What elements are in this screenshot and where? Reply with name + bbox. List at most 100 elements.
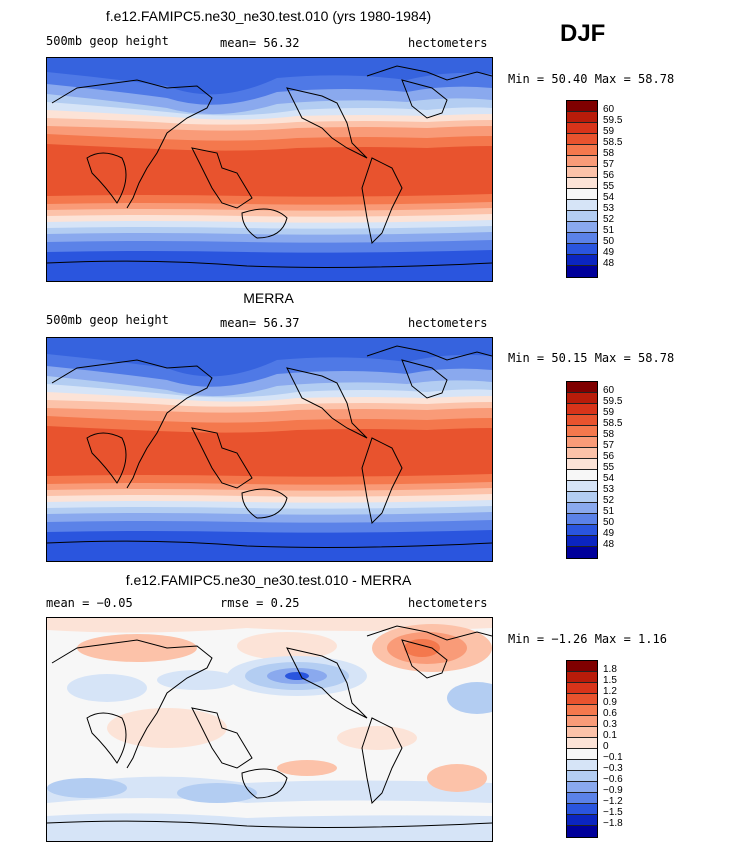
panel2-title: MERRA [243,290,294,306]
panel1-colorbar-swatch [567,222,597,233]
panel1-colorbar-swatch [567,211,597,222]
panel1-colorbar-swatch [567,233,597,244]
colorbar-tick-label: 50 [603,517,615,528]
colorbar-tick-label: 56 [603,170,615,181]
panel3-mean-label: mean = −0.05 [46,596,133,610]
colorbar-tick-label: −1.5 [603,807,623,818]
colorbar-tick-label: 55 [603,462,615,473]
colorbar-tick-label: 58.5 [603,418,623,429]
panel2-colorbar-swatch [567,547,597,558]
panel3-colorbar-swatch [567,694,597,705]
colorbar-tick-label: −0.9 [603,785,623,796]
colorbar-tick-label: 48 [603,539,615,550]
colorbar-tick-label: 1.8 [603,664,617,675]
panel2-colorbar-swatch [567,525,597,536]
colorbar-tick-label: 48 [603,258,615,269]
colorbar-tick-label: −1.8 [603,818,623,829]
colorbar-tick-label: 0.9 [603,697,617,708]
panel3-rmse-label: rmse = 0.25 [220,596,300,610]
panel3-colorbar-swatch [567,804,597,815]
panel1-title: f.e12.FAMIPC5.ne30_ne30.test.010 (yrs 19… [105,8,432,24]
panel3-colorbar-swatch [567,771,597,782]
panel3-map [46,617,493,842]
panel2-colorbar-swatch [567,536,597,547]
colorbar-tick-label: 0.1 [603,730,617,741]
colorbar-tick-label: −0.3 [603,763,623,774]
panel2-colorbar-swatch [567,448,597,459]
colorbar-tick-label: 58 [603,148,615,159]
panel2-colorbar-swatch [567,404,597,415]
panel3-colorbar-swatch [567,716,597,727]
colorbar-tick-label: 51 [603,506,615,517]
panel3-colorbar-swatch [567,672,597,683]
panel1-colorbar-swatch [567,112,597,123]
panel1-minmax-label: Min = 50.40 Max = 58.78 [508,72,675,86]
panel1-colorbar-swatch [567,200,597,211]
colorbar-tick-label: −0.6 [603,774,623,785]
colorbar-tick-label: 59 [603,407,615,418]
colorbar-tick-label: 52 [603,214,615,225]
panel1-colorbar-swatch [567,134,597,145]
colorbar-tick-label: 59.5 [603,396,623,407]
colorbar-tick-label: 54 [603,473,615,484]
panel3-colorbar-swatch [567,826,597,837]
panel3-minmax-label: Min = −1.26 Max = 1.16 [508,632,667,646]
colorbar-tick-label: 0.6 [603,708,617,719]
panel2-colorbar-swatch [567,415,597,426]
panel2-colorbar-swatch [567,503,597,514]
panel1-colorbar-swatch [567,255,597,266]
panel1-colorbar-swatch [567,244,597,255]
panel1-variable-label: 500mb geop height [46,34,169,48]
colorbar-tick-label: 0 [603,741,609,752]
panel3-colorbar [566,660,598,838]
panel2-colorbar-swatch [567,382,597,393]
colorbar-tick-label: 53 [603,484,615,495]
colorbar-tick-label: 49 [603,247,615,258]
season-label: DJF [560,20,606,47]
panel2-variable-label: 500mb geop height [46,313,169,327]
panel2-minmax-label: Min = 50.15 Max = 58.78 [508,351,675,365]
colorbar-tick-label: 60 [603,104,615,115]
panel3-colorbar-swatch [567,782,597,793]
colorbar-tick-label: 52 [603,495,615,506]
panel1-mean-label: mean= 56.32 [220,36,300,50]
panel3-colorbar-swatch [567,815,597,826]
panel2-colorbar-swatch [567,393,597,404]
panel1-colorbar-swatch [567,167,597,178]
colorbar-tick-label: 0.3 [603,719,617,730]
panel1-colorbar-swatch [567,266,597,277]
panel3-colorbar-swatch [567,683,597,694]
panel3-colorbar-swatch [567,749,597,760]
panel2-colorbar-swatch [567,514,597,525]
panel1-colorbar-swatch [567,123,597,134]
colorbar-tick-label: 59 [603,126,615,137]
colorbar-tick-label: 54 [603,192,615,203]
panel3-units-label: hectometers [408,596,488,610]
colorbar-tick-label: 1.2 [603,686,617,697]
panel1-map [46,57,493,282]
panel1-colorbar-swatch [567,145,597,156]
colorbar-tick-label: −0.1 [603,752,623,763]
panel2-units-label: hectometers [408,316,488,330]
colorbar-tick-label: 51 [603,225,615,236]
panel2-colorbar-swatch [567,470,597,481]
panel2-map [46,337,493,562]
panel3-colorbar-swatch [567,793,597,804]
panel1-colorbar-swatch [567,189,597,200]
colorbar-tick-label: 53 [603,203,615,214]
panel3-colorbar-swatch [567,727,597,738]
colorbar-tick-label: 50 [603,236,615,247]
panel2-colorbar-swatch [567,426,597,437]
panel2-colorbar-swatch [567,481,597,492]
colorbar-tick-label: 59.5 [603,115,623,126]
panel2-colorbar-swatch [567,459,597,470]
colorbar-tick-label: 1.5 [603,675,617,686]
panel3-colorbar-swatch [567,705,597,716]
panel1-colorbar-swatch [567,178,597,189]
colorbar-tick-label: 58.5 [603,137,623,148]
panel2-colorbar [566,381,598,559]
colorbar-tick-label: 58 [603,429,615,440]
colorbar-tick-label: 60 [603,385,615,396]
panel2-colorbar-swatch [567,437,597,448]
panel3-colorbar-swatch [567,661,597,672]
